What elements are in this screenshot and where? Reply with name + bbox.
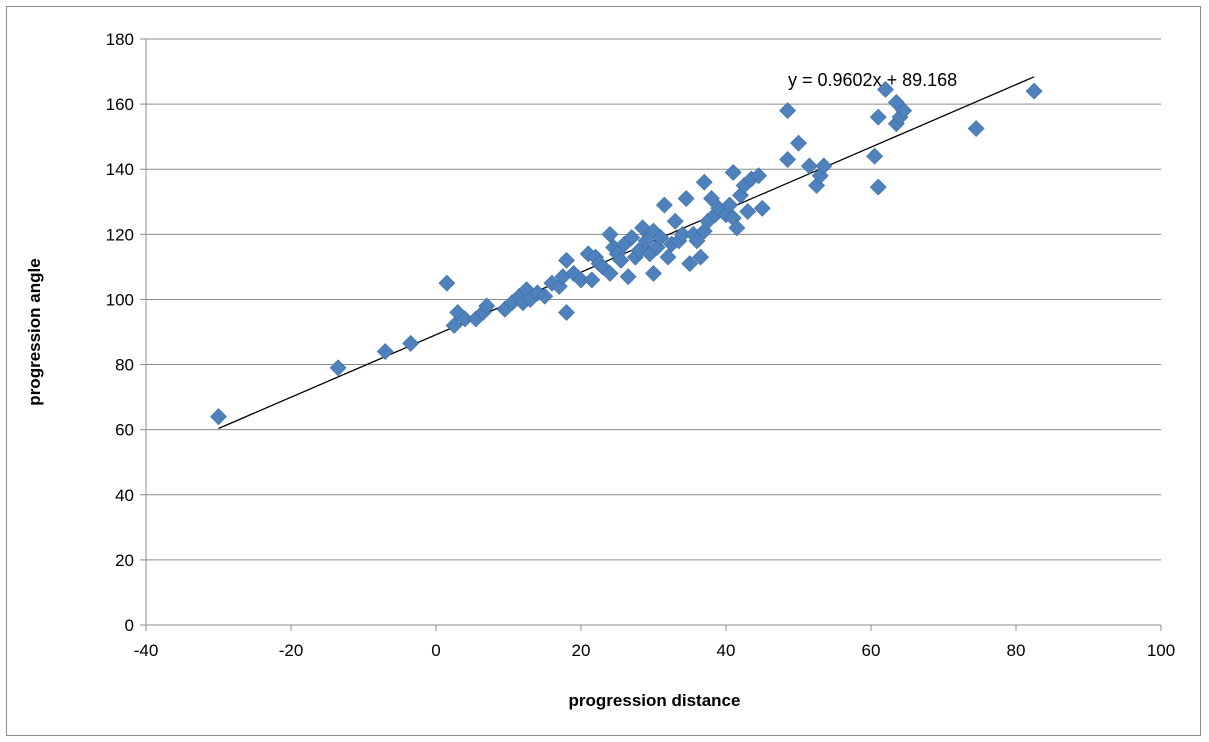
data-point: [478, 297, 496, 315]
data-point: [869, 178, 887, 196]
data-point: [688, 232, 706, 250]
data-point: [376, 343, 394, 360]
data-point: [445, 317, 463, 334]
data-point: [703, 190, 720, 207]
data-point: [692, 248, 710, 266]
data-point: [1025, 82, 1043, 100]
gridlines: [146, 38, 1161, 561]
x-tick-label: 100: [1147, 641, 1175, 660]
data-point: [655, 196, 673, 214]
data-points: [210, 81, 1043, 426]
x-tick-label: -40: [134, 641, 159, 660]
x-tick-label: -20: [279, 641, 304, 660]
data-point: [612, 251, 630, 269]
data-point: [681, 255, 699, 273]
y-tick-label: 80: [115, 356, 134, 375]
data-point: [666, 212, 684, 230]
y-axis-title: progression angle: [25, 258, 44, 405]
data-point: [536, 287, 554, 305]
y-tick-label: 180: [106, 30, 134, 49]
data-point: [721, 196, 739, 214]
data-point: [866, 147, 884, 165]
y-tick-label: 0: [125, 616, 134, 635]
data-point: [210, 408, 227, 426]
chart-frame: [6, 6, 1201, 736]
data-point: [402, 334, 420, 352]
data-point: [329, 359, 347, 377]
tick-labels: 0 20 40 60 80 100 120 140 160 180 -40 -20 0 20 40 60 80 1…: [106, 30, 1176, 660]
data-point: [967, 120, 985, 137]
data-point: [800, 157, 818, 175]
data-point: [895, 102, 913, 120]
data-point: [815, 157, 833, 175]
data-point: [558, 251, 575, 269]
trendline-equation: y = 0.9602x + 89.168: [788, 70, 957, 90]
x-tick-label: 20: [572, 641, 591, 660]
data-point: [790, 134, 807, 152]
y-tick-label: 60: [115, 421, 134, 440]
data-point: [601, 264, 619, 282]
trendline-group: [218, 76, 1035, 430]
data-point: [739, 203, 757, 220]
x-axis-title: progression distance: [569, 691, 741, 710]
data-point: [728, 219, 746, 237]
y-tick-label: 160: [106, 95, 134, 114]
data-point: [750, 167, 768, 185]
data-point: [724, 164, 742, 181]
data-point: [779, 102, 797, 120]
x-tick-label: 40: [717, 641, 736, 660]
data-point: [779, 151, 797, 168]
data-point: [558, 304, 575, 321]
data-point: [753, 199, 771, 217]
data-point: [877, 81, 894, 98]
x-tick-label: 60: [862, 641, 881, 660]
data-point: [623, 229, 641, 247]
trendline: [218, 76, 1035, 430]
data-point: [869, 108, 887, 126]
data-point: [652, 229, 670, 247]
y-tick-label: 40: [115, 486, 134, 505]
data-point: [659, 248, 677, 266]
data-point: [583, 271, 601, 289]
data-point: [438, 274, 456, 292]
data-point: [637, 232, 655, 250]
axes: [140, 38, 1162, 631]
x-tick-label: 0: [431, 641, 440, 660]
data-point: [695, 173, 713, 191]
data-point: [619, 268, 637, 286]
y-tick-label: 120: [106, 225, 134, 244]
y-tick-label: 100: [106, 290, 134, 309]
data-point: [645, 264, 662, 282]
y-tick-label: 140: [106, 160, 134, 179]
data-point: [677, 190, 695, 207]
x-tick-label: 80: [1007, 641, 1026, 660]
data-point: [601, 225, 619, 243]
y-tick-label: 20: [115, 551, 134, 570]
